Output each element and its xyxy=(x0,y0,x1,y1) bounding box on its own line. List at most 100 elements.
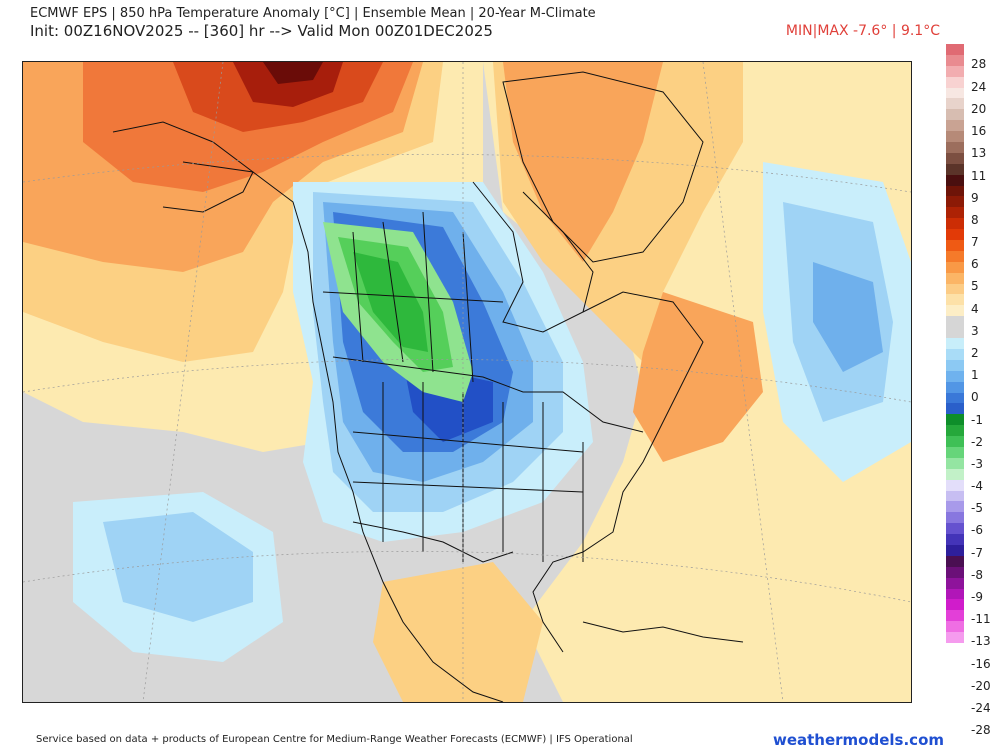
colorbar-swatch xyxy=(946,185,964,197)
colorbar-tick-label: 2 xyxy=(971,346,979,360)
colorbar-swatch xyxy=(946,305,964,317)
colorbar-swatch xyxy=(946,425,964,437)
colorbar-swatch xyxy=(946,327,964,339)
colorbar-tick-label: 6 xyxy=(971,257,979,271)
colorbar-tick-label: -4 xyxy=(971,479,983,493)
colorbar-swatch xyxy=(946,109,964,121)
colorbar-swatch xyxy=(946,534,964,545)
colorbar-swatch xyxy=(946,544,964,556)
colorbar-swatch xyxy=(946,120,964,132)
colorbar-swatch xyxy=(946,468,964,480)
chart-title: ECMWF EPS | 850 hPa Temperature Anomaly … xyxy=(30,6,596,21)
colorbar-swatch xyxy=(946,490,964,502)
colorbar-tick-label: -8 xyxy=(971,568,983,582)
colorbar-swatch xyxy=(946,348,964,360)
colorbar-swatch xyxy=(946,272,964,284)
colorbar-tick-label: -20 xyxy=(971,679,991,693)
colorbar-tick-label: 5 xyxy=(971,279,979,293)
colorbar-swatch xyxy=(946,338,964,349)
colorbar-tick-label: -2 xyxy=(971,435,983,449)
colorbar-swatch xyxy=(946,403,964,415)
colorbar xyxy=(946,44,964,643)
colorbar-swatch xyxy=(946,207,964,219)
footer-credit: Service based on data + products of Euro… xyxy=(36,734,633,745)
colorbar-tick-label: -5 xyxy=(971,501,983,515)
colorbar-tick-label: -24 xyxy=(971,701,991,715)
colorbar-tick-label: 9 xyxy=(971,191,979,205)
coastline-hudson xyxy=(472,181,594,333)
strong-negative-anomaly xyxy=(323,222,473,402)
warm-field-mexico xyxy=(373,562,543,702)
colorbar-tick-label: 20 xyxy=(971,102,987,116)
cool-field-pacific-mid xyxy=(103,512,253,622)
colorbar-swatch xyxy=(946,392,964,404)
colorbar-swatch xyxy=(946,370,964,382)
colorbar-swatch xyxy=(946,196,964,208)
cool-anomaly-fields xyxy=(73,162,911,662)
colorbar-swatch xyxy=(946,359,964,371)
colorbar-tick-label: 0 xyxy=(971,390,979,404)
minmax-label: MIN|MAX -7.6° | 9.1°C xyxy=(785,23,940,39)
colorbar-tick-label: 24 xyxy=(971,80,987,94)
map-canvas xyxy=(23,62,911,702)
colorbar-tick-label: 7 xyxy=(971,235,979,249)
colorbar-swatch xyxy=(946,577,964,589)
colorbar-swatch xyxy=(946,599,964,611)
colorbar-swatch xyxy=(946,610,964,622)
coastline-alaska xyxy=(112,121,254,213)
land-borders xyxy=(112,71,744,702)
colorbar-swatch xyxy=(946,261,964,273)
green-field-core xyxy=(353,252,428,352)
colorbar-swatch xyxy=(946,316,964,328)
coastline-caribbean xyxy=(582,621,744,643)
colorbar-tick-label: 4 xyxy=(971,302,979,316)
colorbar-swatch xyxy=(946,174,964,186)
border-us-mexico xyxy=(352,521,514,563)
colorbar-swatch xyxy=(946,523,964,535)
colorbar-swatch xyxy=(946,131,964,143)
colorbar-swatch xyxy=(946,588,964,600)
colorbar-swatch xyxy=(946,566,964,578)
colorbar-tick-label: 3 xyxy=(971,324,979,338)
colorbar-swatch xyxy=(946,283,964,295)
colorbar-tick-label: 1 xyxy=(971,368,979,382)
colorbar-swatch xyxy=(946,54,964,66)
colorbar-swatch xyxy=(946,65,964,77)
colorbar-tick-label: -11 xyxy=(971,612,991,626)
colorbar-tick-label: 16 xyxy=(971,124,987,138)
colorbar-tick-label: -16 xyxy=(971,657,991,671)
colorbar-swatch xyxy=(946,632,964,643)
colorbar-swatch xyxy=(946,163,964,175)
colorbar-tick-label: 8 xyxy=(971,213,979,227)
province-lines xyxy=(322,211,504,383)
brand-link[interactable]: weathermodels.com xyxy=(772,731,944,749)
colorbar-swatch xyxy=(946,218,964,230)
colorbar-swatch xyxy=(946,381,964,393)
colorbar-swatch xyxy=(946,512,964,524)
colorbar-swatch xyxy=(946,555,964,567)
chart-subtitle: Init: 00Z16NOV2025 -- [360] hr --> Valid… xyxy=(30,22,493,40)
colorbar-swatch xyxy=(946,240,964,251)
colorbar-tick-label: 11 xyxy=(971,169,987,183)
colorbar-swatch xyxy=(946,294,964,306)
colorbar-swatch xyxy=(946,250,964,262)
warm-field-maritime xyxy=(633,292,763,462)
colorbar-swatch xyxy=(946,621,964,633)
coastline-greenland xyxy=(502,71,704,263)
colorbar-tick-label: -6 xyxy=(971,523,983,537)
warm-field-alaska-peak xyxy=(263,62,323,84)
colorbar-swatch xyxy=(946,446,964,458)
colorbar-swatch xyxy=(946,414,964,426)
colorbar-tick-label: -13 xyxy=(971,634,991,648)
graticule xyxy=(23,62,911,702)
colorbar-tick-label: 13 xyxy=(971,146,987,160)
colorbar-swatch xyxy=(946,76,964,88)
colorbar-tick-label: -7 xyxy=(971,546,983,560)
colorbar-tick-label: -3 xyxy=(971,457,983,471)
colorbar-swatch xyxy=(946,501,964,513)
colorbar-swatch xyxy=(946,457,964,469)
coastline-west xyxy=(182,161,504,702)
border-us-canada xyxy=(332,356,644,433)
colorbar-swatch xyxy=(946,142,964,153)
colorbar-swatch xyxy=(946,44,964,55)
